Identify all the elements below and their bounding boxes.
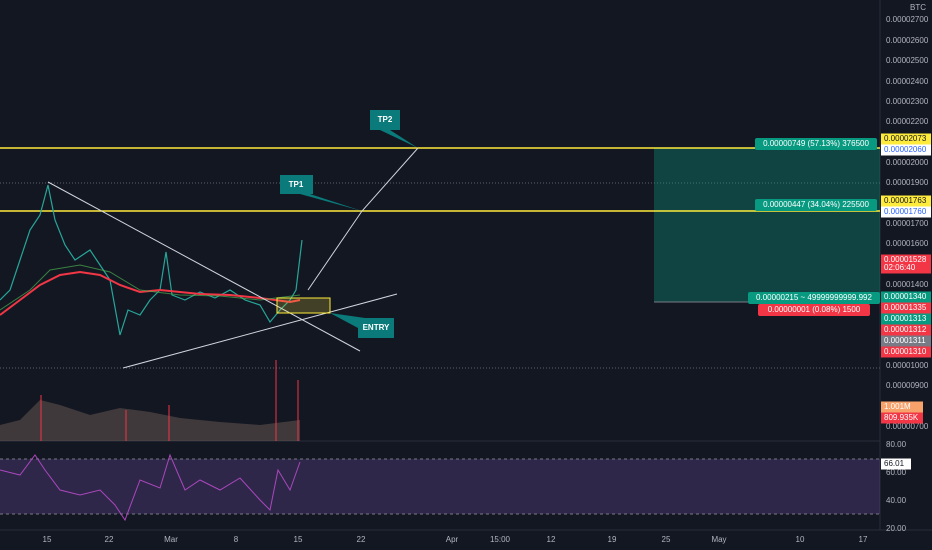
badge-bg — [881, 412, 923, 424]
price-label: 0.00002300 — [886, 97, 929, 106]
time-label: 25 — [662, 535, 671, 544]
badge: 0.00001311 — [884, 336, 926, 345]
price-label: 0.00000700 — [886, 422, 929, 431]
position-label-bg — [755, 138, 877, 150]
badge-bg — [881, 195, 931, 207]
rsi-label: 60.00 — [886, 468, 907, 477]
rsi — [0, 453, 301, 522]
badge-bg — [881, 458, 911, 470]
callout — [370, 110, 418, 148]
badge: 0.00001335 — [884, 303, 927, 312]
badge: 0.00001313 — [884, 314, 927, 323]
time-label: 15 — [43, 535, 52, 544]
price-label: 0.00002400 — [886, 77, 929, 86]
position-label-bg — [748, 292, 880, 304]
badge: 0.00001310 — [884, 347, 927, 356]
badge-bg — [881, 313, 931, 325]
time-label: Mar — [164, 535, 178, 544]
badge-bg — [881, 324, 931, 336]
badge-bg — [881, 144, 931, 156]
callout-label: ENTRY — [363, 323, 390, 332]
time-label: 10 — [796, 535, 805, 544]
price — [0, 184, 303, 336]
badge-bg — [881, 133, 931, 145]
price-label: 0.00002700 — [886, 15, 929, 24]
price-label: 0.00002200 — [886, 117, 929, 126]
position-label-bg — [758, 304, 870, 316]
price-label: 0.00001000 — [886, 361, 929, 370]
badge: 02:06:40 — [884, 263, 916, 272]
volume-area — [0, 400, 300, 441]
price-label: 0.00002600 — [886, 36, 929, 45]
callout-label: TP1 — [289, 180, 304, 189]
badge: 66.01 — [884, 459, 905, 468]
position-label: 0.00000749 (57.13%) 376500 — [763, 139, 869, 148]
ema — [0, 270, 301, 316]
price-label: 0.00000900 — [886, 381, 929, 390]
badge-bg — [881, 262, 931, 274]
ema-fast — [0, 264, 301, 311]
volume-bar — [40, 395, 42, 441]
price-label: 0.00001600 — [886, 239, 929, 248]
badge: 1.001M — [884, 402, 911, 411]
trendline — [47, 181, 361, 352]
volume-bar — [275, 360, 277, 441]
volume — [0, 360, 300, 441]
badge-bg — [881, 302, 931, 314]
time-label: 19 — [608, 535, 617, 544]
price-label: 0.00002000 — [886, 158, 929, 167]
rsi-label: 20.00 — [886, 524, 907, 533]
volume-bar — [168, 405, 170, 441]
position-label: 0.00000001 (0.08%) 1500 — [768, 305, 861, 314]
badge: 809.935K — [884, 413, 919, 422]
time-label: 22 — [357, 535, 366, 544]
time-label: Apr — [446, 535, 459, 544]
time-label: 12 — [547, 535, 556, 544]
badge: 0.00001760 — [884, 207, 927, 216]
price-label: 0.00001900 — [886, 178, 929, 187]
trendline — [122, 293, 398, 369]
price-label: 0.00001700 — [886, 219, 929, 228]
badge-bg — [881, 335, 931, 347]
volume-bar — [125, 410, 127, 441]
time-label: 17 — [859, 535, 868, 544]
position-label: 0.00000215 ~ 49999999999.992 — [756, 293, 872, 302]
badge-bg — [881, 206, 931, 218]
badge-bg — [881, 401, 923, 413]
price-label: 0.00001400 — [886, 280, 929, 289]
callout — [330, 313, 394, 338]
badge: 0.00001340 — [884, 292, 927, 301]
badge-bg — [881, 291, 931, 303]
badge-bg — [881, 254, 931, 266]
badge: 0.00002073 — [884, 134, 927, 143]
time-label: 8 — [234, 535, 239, 544]
position-label: 0.00000447 (34.04%) 225500 — [763, 200, 869, 209]
time-label: May — [711, 535, 726, 544]
position-label-bg — [755, 199, 877, 211]
entry-zone — [276, 297, 331, 314]
time-label: 15 — [294, 535, 303, 544]
rsi-band — [0, 459, 880, 514]
rsi-label: 40.00 — [886, 496, 907, 505]
callout-label: TP2 — [378, 115, 393, 124]
badge-bg — [881, 346, 931, 358]
badge: 0.00001312 — [884, 325, 927, 334]
time-label: 22 — [105, 535, 114, 544]
callout — [280, 175, 362, 211]
badge: 0.00001763 — [884, 196, 927, 205]
price-label: 0.00002500 — [886, 56, 929, 65]
time-label: 15:00 — [490, 535, 511, 544]
badge: 0.00001528 — [884, 255, 927, 264]
rsi-label: 80.00 — [886, 440, 907, 449]
currency: BTC — [910, 3, 926, 12]
volume-bar — [297, 380, 299, 441]
badge: 0.00002060 — [884, 145, 927, 154]
long-position-profit — [654, 148, 880, 302]
